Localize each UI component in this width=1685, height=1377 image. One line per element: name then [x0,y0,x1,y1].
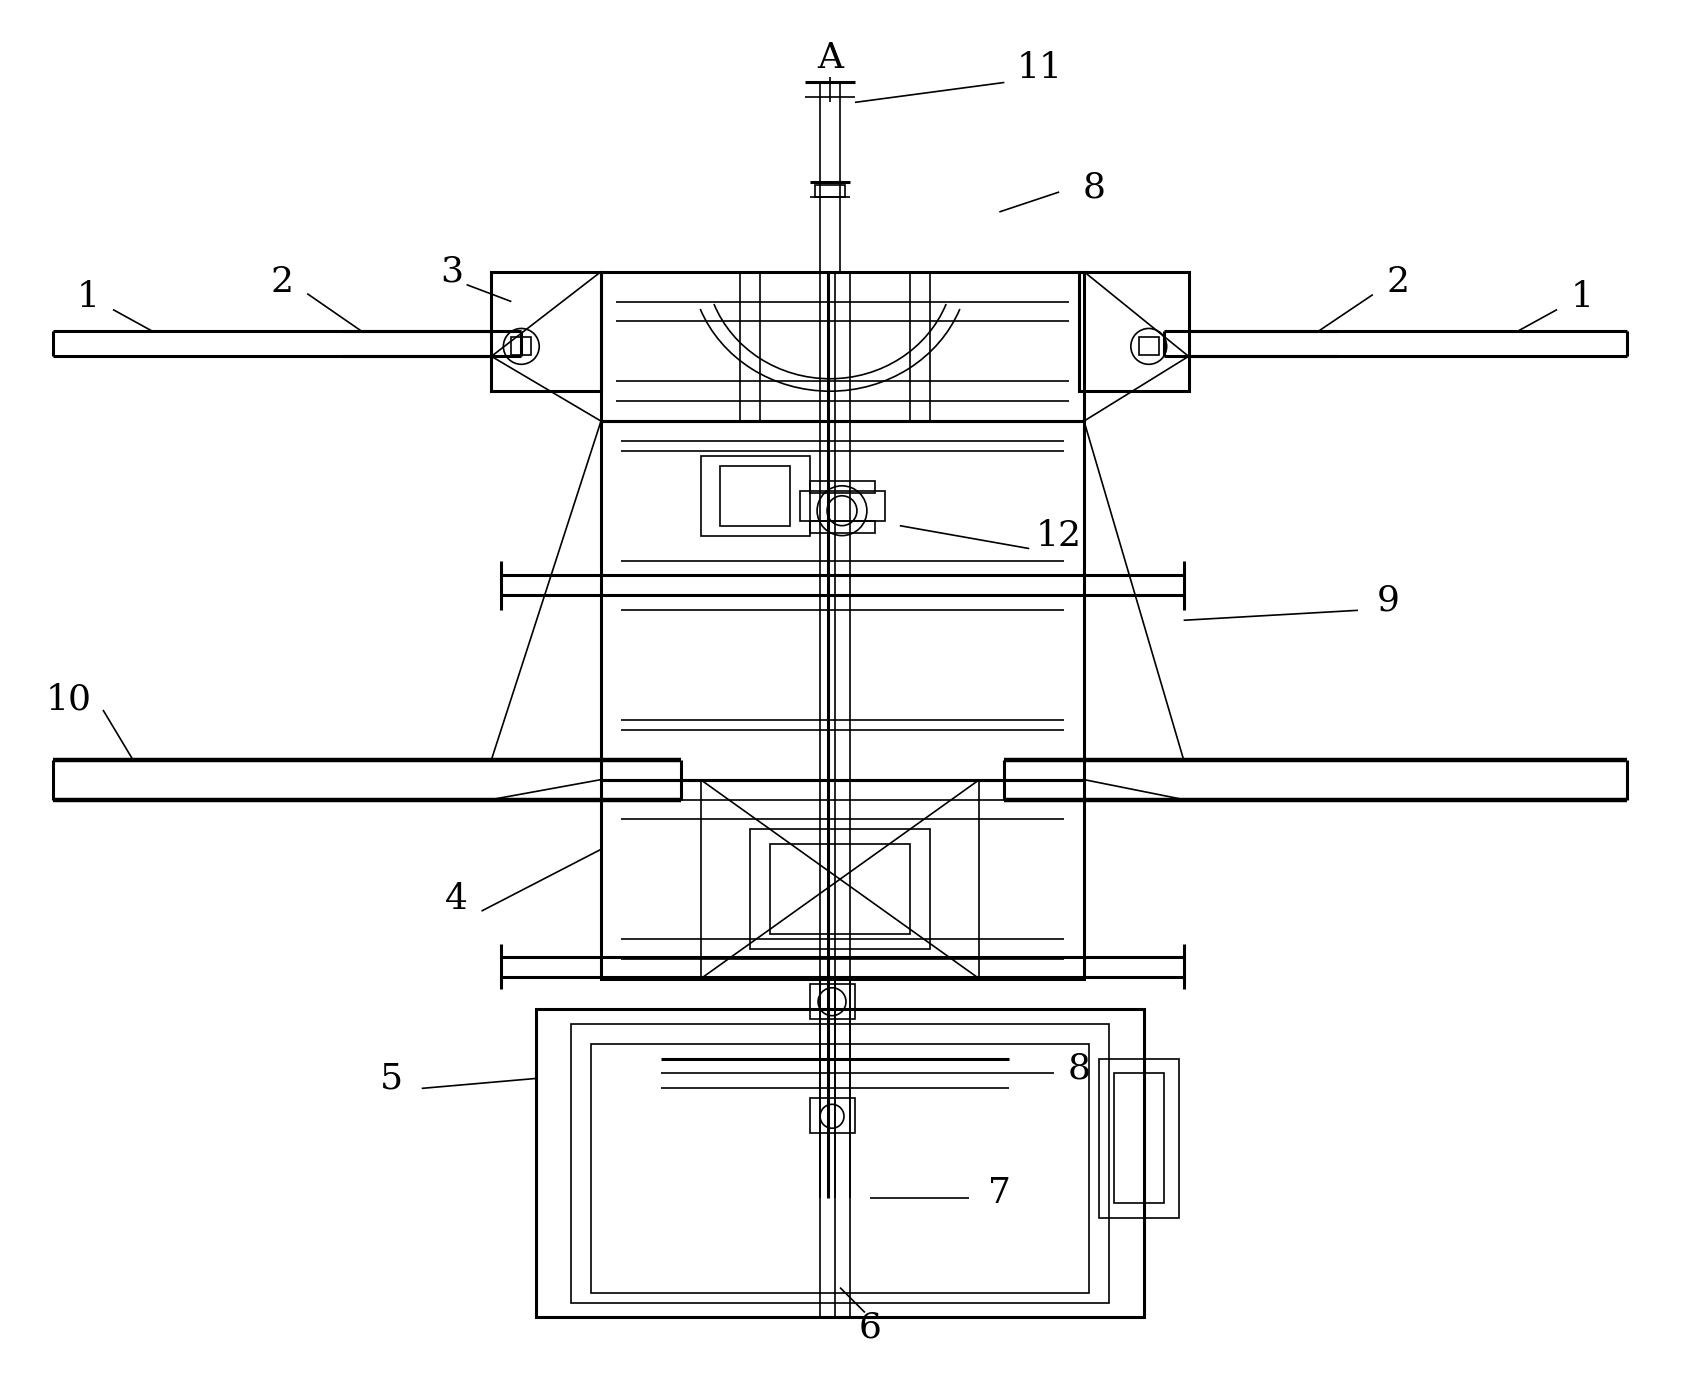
Text: 7: 7 [987,1176,1011,1210]
Bar [810,481,875,493]
Text: 1: 1 [1570,280,1594,314]
Bar [492,271,602,391]
Bar [770,844,910,934]
Bar [721,465,790,526]
Text: 1: 1 [76,280,99,314]
Bar [602,779,1083,979]
Text: 10: 10 [45,683,91,717]
Text: 11: 11 [1016,51,1062,84]
Bar [701,456,810,536]
Bar [1099,1059,1178,1217]
Bar [1139,337,1159,355]
Text: 8: 8 [1082,169,1105,204]
Bar [1114,1074,1164,1203]
Text: 9: 9 [1377,584,1399,617]
Text: A: A [817,40,842,74]
Bar [591,1044,1089,1293]
Text: 6: 6 [858,1311,881,1344]
Text: 2: 2 [271,264,293,299]
Bar [810,1099,854,1133]
Text: 12: 12 [1036,519,1082,552]
Bar [810,983,854,1019]
Bar [1078,271,1188,391]
Text: 3: 3 [440,255,463,289]
Bar [571,1023,1109,1303]
Bar [816,185,844,197]
Text: 8: 8 [1068,1052,1090,1085]
Bar [536,1009,1144,1318]
Bar [602,421,1083,779]
Text: 4: 4 [445,883,468,916]
Bar [511,337,531,355]
Bar [800,490,885,521]
Bar [750,829,930,949]
Text: 2: 2 [1387,264,1409,299]
Text: 5: 5 [381,1062,403,1096]
Bar [602,271,1083,421]
Bar [810,521,875,533]
